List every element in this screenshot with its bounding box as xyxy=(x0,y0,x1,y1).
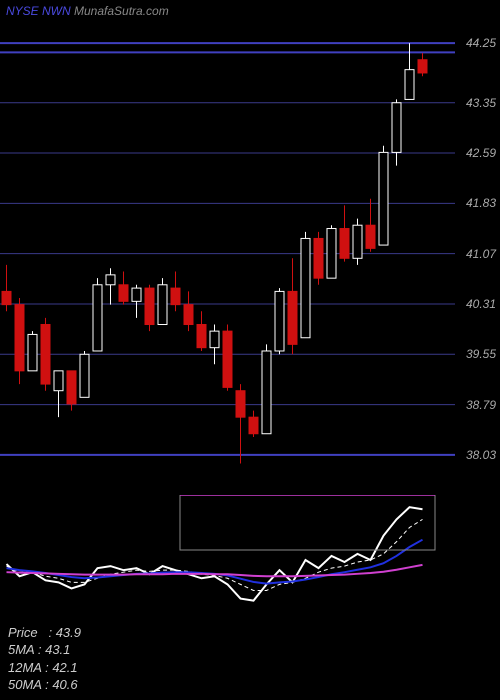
stats-block: Price : 43.95MA : 43.112MA : 42.150MA : … xyxy=(8,624,81,694)
candlestick-plot xyxy=(0,20,455,490)
y-tick-label: 41.83 xyxy=(466,196,496,210)
indicator-plot: <MACD xyxy=(0,495,500,625)
price-panel: 44.25 43.35 42.59 41.83 41.07 40.31 39.55 38.79… xyxy=(0,20,500,490)
stat-row: 12MA : 42.1 xyxy=(8,659,81,677)
stat-value: 43.1 xyxy=(45,642,70,657)
y-tick-label: 39.55 xyxy=(466,347,496,361)
svg-text:<MACD: <MACD xyxy=(439,495,446,498)
source-label: MunafaSutra.com xyxy=(74,4,169,18)
stat-value: 40.6 xyxy=(52,677,77,692)
stat-row: 5MA : 43.1 xyxy=(8,641,81,659)
y-tick-label: 40.31 xyxy=(466,297,496,311)
y-tick-label: 42.59 xyxy=(466,146,496,160)
stat-row: 50MA : 40.6 xyxy=(8,676,81,694)
stat-value: 43.9 xyxy=(56,625,81,640)
stat-label: Price : xyxy=(8,625,56,640)
y-tick-label: 41.07 xyxy=(466,247,496,261)
stat-label: 5MA : xyxy=(8,642,45,657)
indicator-panel: <MACD xyxy=(0,495,500,625)
y-tick-label: 38.79 xyxy=(466,398,496,412)
stat-value: 42.1 xyxy=(52,660,77,675)
stat-label: 50MA : xyxy=(8,677,52,692)
price-y-axis: 44.25 43.35 42.59 41.83 41.07 40.31 39.55 38.79… xyxy=(455,20,500,490)
y-tick-label: 44.25 xyxy=(466,36,496,50)
chart-header: NYSE NWN MunafaSutra.com xyxy=(6,4,169,18)
exchange-ticker: NYSE NWN xyxy=(6,4,71,18)
stat-label: 12MA : xyxy=(8,660,52,675)
y-tick-label: 43.35 xyxy=(466,96,496,110)
stat-row: Price : 43.9 xyxy=(8,624,81,642)
y-tick-label: 38.03 xyxy=(466,448,496,462)
stock-chart-container: NYSE NWN MunafaSutra.com 44.25 43.35 42.59… xyxy=(0,0,500,700)
